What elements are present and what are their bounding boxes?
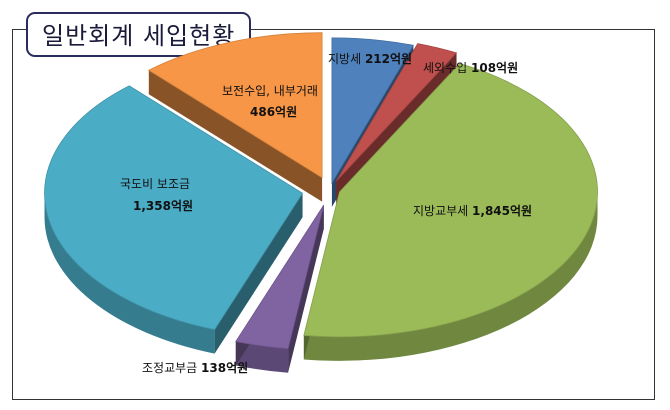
slice-국도비보조금-wall-0: [214, 193, 303, 354]
chart-frame: [12, 29, 655, 400]
slice-보전수입내부거래-wall-0: [148, 70, 323, 202]
label-지방세: 지방세 212억원: [328, 52, 412, 66]
slice-조정교부금-wall-0: [288, 205, 324, 373]
slice-지방세: [331, 37, 415, 185]
slice-조정교부금: [235, 204, 325, 350]
slice-조정교부금-side: [235, 341, 289, 373]
slice-보전수입내부거래: [147, 32, 323, 179]
slice-국도비보조금-side: [44, 193, 215, 354]
slice-국도비보조금: [44, 85, 304, 331]
label-국도비보조금-value: 1,358억원: [133, 199, 193, 213]
label-보전수입-name: 보전수입, 내부거래: [222, 84, 318, 98]
label-세외수입: 세외수입 108억원: [423, 61, 518, 75]
label-국도비보조금-name: 국도비 보조금: [120, 177, 190, 191]
label-보전수입-value: 486억원: [250, 105, 297, 119]
slice-지방교부세: [303, 63, 598, 338]
label-조정교부금: 조정교부금 138억원: [142, 361, 248, 375]
slice-세외수입: [335, 43, 458, 182]
slice-지방교부세-side: [303, 191, 598, 361]
label-지방교부세: 지방교부세 1,845억원: [413, 204, 532, 218]
